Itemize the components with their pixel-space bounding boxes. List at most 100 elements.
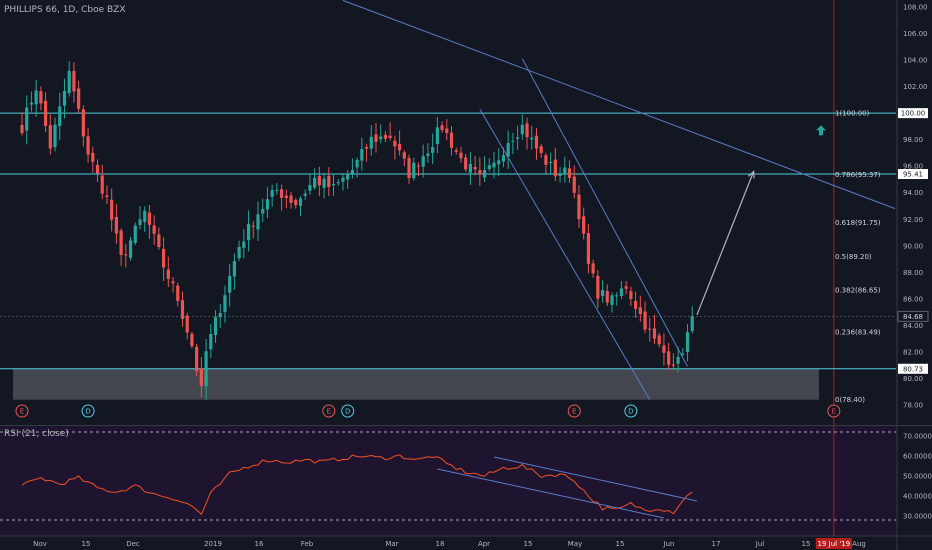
fib-label-6: 0(78.40) bbox=[835, 396, 865, 404]
price-tag-label-2: 84.68 bbox=[903, 313, 923, 321]
candle-121 bbox=[591, 263, 595, 274]
candle-119 bbox=[582, 216, 586, 234]
candle-26 bbox=[143, 210, 147, 222]
price-tag-label-0: 100.00 bbox=[901, 110, 926, 118]
event-label-5: D bbox=[628, 408, 633, 416]
candle-54 bbox=[275, 189, 279, 191]
rsi-trendline-0 bbox=[437, 468, 665, 519]
candle-76 bbox=[379, 136, 383, 140]
candle-82 bbox=[407, 158, 411, 178]
candle-68 bbox=[341, 177, 345, 182]
candle-60 bbox=[303, 193, 307, 196]
candle-27 bbox=[147, 212, 152, 225]
candle-52 bbox=[265, 199, 270, 210]
dividend-icon-3 bbox=[341, 404, 355, 418]
trendline-0 bbox=[342, 0, 896, 210]
candle-91 bbox=[449, 132, 454, 148]
fib-label-3: 0.5(89.20) bbox=[835, 253, 872, 261]
fib-label-1: 0.786(95.37) bbox=[835, 171, 881, 179]
candle-97 bbox=[478, 170, 482, 175]
candle-15 bbox=[91, 152, 95, 162]
candle-7 bbox=[53, 124, 57, 148]
candle-130 bbox=[634, 300, 638, 309]
candle-5 bbox=[44, 100, 48, 126]
candle-14 bbox=[86, 136, 90, 155]
candle-101 bbox=[497, 160, 501, 165]
candle-128 bbox=[624, 286, 628, 289]
candle-48 bbox=[246, 223, 251, 241]
candle-111 bbox=[544, 155, 548, 165]
candle-53 bbox=[270, 190, 274, 197]
candle-0 bbox=[20, 125, 24, 134]
candle-1 bbox=[25, 107, 29, 131]
price-tag-2 bbox=[897, 310, 929, 322]
candle-10 bbox=[67, 70, 71, 93]
earnings-icon-4 bbox=[567, 404, 581, 418]
candle-39 bbox=[204, 351, 208, 387]
time-tick-15: 15 bbox=[802, 540, 811, 548]
candle-3 bbox=[34, 90, 38, 105]
candle-95 bbox=[468, 163, 472, 173]
candle-78 bbox=[388, 135, 392, 138]
candle-18 bbox=[105, 195, 109, 197]
candle-118 bbox=[577, 194, 581, 220]
candle-104 bbox=[511, 140, 515, 142]
event-label-6: E bbox=[832, 408, 836, 416]
candle-66 bbox=[331, 183, 336, 186]
candle-93 bbox=[459, 152, 463, 159]
time-tick-3: 2019 bbox=[204, 540, 222, 548]
price-tag-0 bbox=[898, 108, 928, 119]
candle-112 bbox=[549, 162, 553, 164]
candle-22 bbox=[124, 254, 128, 256]
candle-2 bbox=[29, 102, 34, 105]
time-tick-13: 17 bbox=[712, 540, 721, 548]
candle-72 bbox=[360, 149, 364, 161]
candle-116 bbox=[567, 168, 572, 178]
candle-134 bbox=[652, 328, 657, 339]
candle-12 bbox=[77, 88, 81, 109]
time-tick-11: 15 bbox=[616, 540, 625, 548]
candle-98 bbox=[482, 169, 487, 178]
candle-122 bbox=[596, 275, 600, 299]
candle-51 bbox=[261, 209, 265, 214]
trendline-2 bbox=[521, 58, 688, 367]
time-tick-1: 15 bbox=[82, 540, 91, 548]
price-tick-3: 84.00 bbox=[903, 322, 923, 330]
candle-94 bbox=[464, 157, 468, 170]
date-marker-label: 19 Jul '19 bbox=[818, 540, 851, 548]
candle-6 bbox=[48, 125, 52, 149]
candle-23 bbox=[128, 240, 133, 258]
candle-25 bbox=[138, 219, 142, 225]
candle-30 bbox=[162, 248, 166, 268]
fib-label-0: 1(100.00) bbox=[835, 110, 870, 118]
target-arrow-line bbox=[696, 171, 755, 316]
candle-88 bbox=[435, 127, 439, 144]
candle-79 bbox=[393, 140, 397, 147]
candle-99 bbox=[487, 165, 491, 169]
candle-28 bbox=[152, 225, 156, 234]
candle-96 bbox=[473, 166, 477, 170]
candle-55 bbox=[280, 189, 284, 198]
candle-13 bbox=[81, 109, 85, 137]
candle-138 bbox=[671, 364, 675, 366]
candle-17 bbox=[100, 175, 104, 194]
candle-139 bbox=[676, 356, 680, 364]
candle-83 bbox=[412, 162, 416, 179]
candle-20 bbox=[114, 216, 118, 234]
rsi-tick-1: 40.0000 bbox=[903, 493, 932, 501]
event-label-3: D bbox=[345, 408, 350, 416]
candle-56 bbox=[284, 195, 288, 198]
candles bbox=[20, 61, 694, 400]
candle-85 bbox=[421, 156, 425, 167]
candle-35 bbox=[185, 315, 189, 333]
candle-142 bbox=[690, 316, 694, 331]
candle-129 bbox=[629, 291, 633, 300]
candle-73 bbox=[364, 147, 369, 149]
candle-45 bbox=[232, 261, 236, 277]
candle-4 bbox=[39, 91, 43, 104]
candle-71 bbox=[355, 160, 359, 168]
price-tick-5: 88.00 bbox=[903, 269, 923, 277]
candle-127 bbox=[619, 288, 624, 296]
candle-29 bbox=[157, 234, 161, 248]
